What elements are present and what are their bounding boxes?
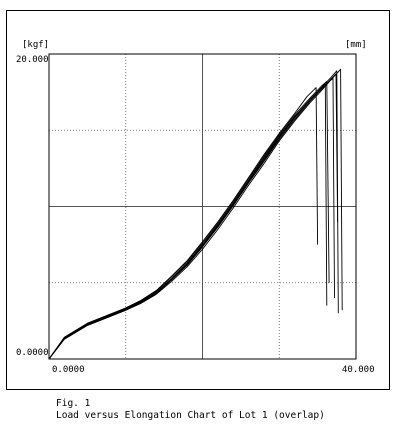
grid: [49, 54, 356, 359]
caption-fig-number: Fig. 1: [56, 398, 91, 409]
y-tick-label-top: 20.000: [16, 55, 49, 65]
series-line-4: [48, 87, 319, 360]
series-line-5: [48, 68, 343, 360]
series-line-7: [48, 73, 339, 360]
plot-area: [48, 53, 357, 360]
y-unit-label: [kgf]: [22, 40, 50, 50]
x-tick-label-left: 0.0000: [52, 365, 85, 375]
series-layer: [48, 68, 343, 360]
y-tick-label-bottom: 0.0000: [16, 348, 49, 358]
caption-title: Load versus Elongation Chart of Lot 1 (o…: [56, 410, 325, 421]
x-tick-label-right: 40.000: [342, 365, 375, 375]
series-line-6: [48, 81, 330, 360]
figure-caption: Fig. 1 Load versus Elongation Chart of L…: [56, 398, 325, 422]
x-unit-label: [mm]: [345, 40, 367, 50]
